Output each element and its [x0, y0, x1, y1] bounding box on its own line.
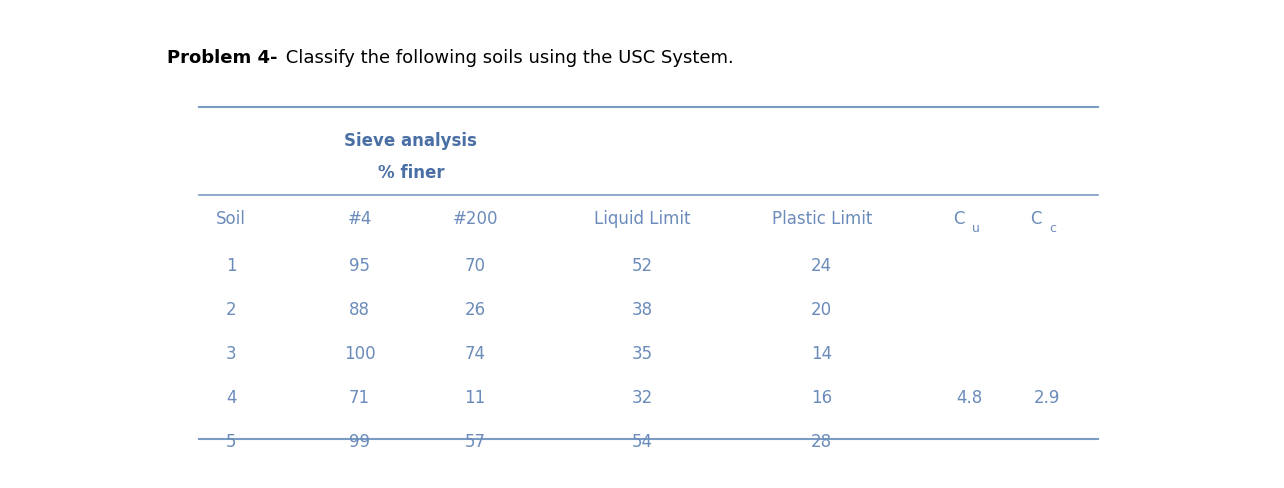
Text: Sieve analysis: Sieve analysis	[344, 132, 478, 150]
Text: 28: 28	[811, 432, 832, 450]
Text: 20: 20	[811, 300, 832, 318]
Text: 5: 5	[226, 432, 236, 450]
Text: 1: 1	[226, 256, 236, 274]
Text: #200: #200	[452, 210, 498, 228]
Text: 14: 14	[811, 344, 832, 362]
Text: 100: 100	[344, 344, 375, 362]
Text: C: C	[1030, 210, 1041, 228]
Text: 4: 4	[226, 388, 236, 406]
Text: #4: #4	[348, 210, 371, 228]
Text: 52: 52	[632, 256, 652, 274]
Text: 54: 54	[632, 432, 652, 450]
Text: 24: 24	[811, 256, 832, 274]
Text: 2.9: 2.9	[1034, 388, 1059, 406]
Text: Plastic Limit: Plastic Limit	[772, 210, 872, 228]
Text: 38: 38	[632, 300, 652, 318]
Text: 26: 26	[465, 300, 485, 318]
Text: 57: 57	[465, 432, 485, 450]
Text: 70: 70	[465, 256, 485, 274]
Text: % finer: % finer	[377, 163, 444, 182]
Text: 99: 99	[349, 432, 370, 450]
Text: Problem 4-: Problem 4-	[167, 49, 277, 67]
Text: 11: 11	[465, 388, 485, 406]
Text: 32: 32	[632, 388, 652, 406]
Text: 4.8: 4.8	[957, 388, 982, 406]
Text: 74: 74	[465, 344, 485, 362]
Text: Soil: Soil	[216, 210, 247, 228]
Text: 3: 3	[226, 344, 236, 362]
Text: 35: 35	[632, 344, 652, 362]
Text: Classify the following soils using the USC System.: Classify the following soils using the U…	[280, 49, 733, 67]
Text: u: u	[972, 222, 980, 235]
Text: C: C	[953, 210, 964, 228]
Text: 95: 95	[349, 256, 370, 274]
Text: 88: 88	[349, 300, 370, 318]
Text: 16: 16	[811, 388, 832, 406]
Text: c: c	[1049, 222, 1055, 235]
Text: 71: 71	[349, 388, 370, 406]
Text: 2: 2	[226, 300, 236, 318]
Text: Liquid Limit: Liquid Limit	[593, 210, 691, 228]
